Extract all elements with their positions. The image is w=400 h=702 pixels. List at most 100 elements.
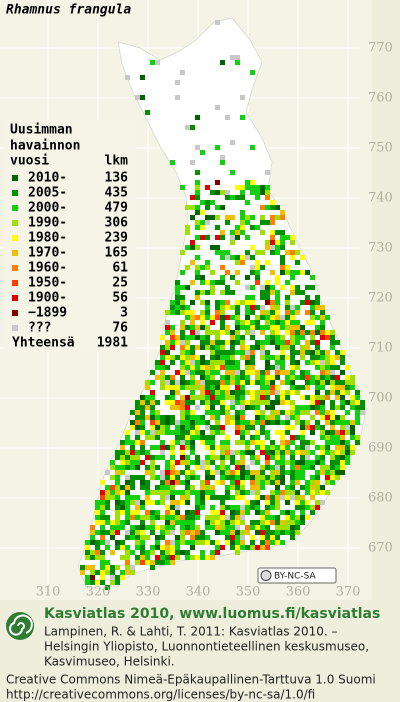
occurrence-square (280, 365, 285, 370)
occurrence-square (240, 350, 245, 355)
occurrence-square (235, 425, 240, 430)
occurrence-square (130, 510, 135, 515)
occurrence-square (150, 465, 155, 470)
occurrence-square (240, 370, 245, 375)
occurrence-square (200, 550, 205, 555)
occurrence-square (190, 530, 195, 535)
occurrence-square (170, 420, 175, 425)
occurrence-square (125, 530, 130, 535)
occurrence-square (295, 530, 300, 535)
occurrence-square (125, 495, 130, 500)
occurrence-square (280, 240, 285, 245)
occurrence-square (335, 445, 340, 450)
occurrence-square (165, 480, 170, 485)
occurrence-square (330, 475, 335, 480)
occurrence-square (260, 385, 265, 390)
occurrence-square (300, 430, 305, 435)
occurrence-square (225, 190, 230, 195)
occurrence-square (350, 375, 355, 380)
occurrence-square (180, 530, 185, 535)
occurrence-square (245, 300, 250, 305)
occurrence-square (240, 425, 245, 430)
occurrence-square (315, 395, 320, 400)
occurrence-square (185, 315, 190, 320)
occurrence-square (255, 470, 260, 475)
occurrence-square (160, 380, 165, 385)
occurrence-square (135, 545, 140, 550)
occurrence-square (230, 415, 235, 420)
occurrence-square (260, 470, 265, 475)
occurrence-square (135, 440, 140, 445)
occurrence-square (115, 510, 120, 515)
occurrence-square (200, 490, 205, 495)
occurrence-square (265, 515, 270, 520)
occurrence-square (105, 585, 110, 590)
occurrence-square (290, 485, 295, 490)
occurrence-square (180, 335, 185, 340)
occurrence-square (270, 290, 275, 295)
occurrence-square (90, 580, 95, 585)
occurrence-square (190, 370, 195, 375)
occurrence-square (175, 540, 180, 545)
occurrence-square (300, 485, 305, 490)
legend-label: 1960- (28, 261, 67, 276)
occurrence-square (300, 405, 305, 410)
legend-swatch (12, 265, 18, 271)
occurrence-square (175, 555, 180, 560)
y-coordinate-label: 670 (368, 541, 393, 556)
occurrence-square (260, 330, 265, 335)
occurrence-square (240, 325, 245, 330)
occurrence-square (265, 435, 270, 440)
occurrence-square (175, 280, 180, 285)
occurrence-square (345, 410, 350, 415)
occurrence-square (190, 540, 195, 545)
occurrence-square (290, 270, 295, 275)
occurrence-square (310, 380, 315, 385)
occurrence-square (170, 560, 175, 565)
occurrence-square (220, 365, 225, 370)
occurrence-square (290, 365, 295, 370)
occurrence-square (245, 315, 250, 320)
occurrence-square (180, 445, 185, 450)
occurrence-square (300, 450, 305, 455)
occurrence-square (115, 530, 120, 535)
occurrence-square (250, 460, 255, 465)
x-coordinate-label: 370 (336, 585, 361, 600)
occurrence-square (175, 475, 180, 480)
occurrence-square (285, 415, 290, 420)
occurrence-square (170, 470, 175, 475)
occurrence-square (140, 420, 145, 425)
occurrence-square (240, 400, 245, 405)
occurrence-square (175, 370, 180, 375)
occurrence-square (205, 440, 210, 445)
x-coordinate-label: 340 (186, 585, 211, 600)
occurrence-square (160, 355, 165, 360)
occurrence-square (255, 390, 260, 395)
occurrence-square (200, 380, 205, 385)
occurrence-square (275, 300, 280, 305)
occurrence-square (290, 305, 295, 310)
occurrence-square (190, 475, 195, 480)
occurrence-square (195, 435, 200, 440)
occurrence-square (290, 455, 295, 460)
occurrence-square (320, 305, 325, 310)
occurrence-square (205, 300, 210, 305)
legend-count: 3 (120, 306, 128, 321)
occurrence-square (290, 360, 295, 365)
occurrence-square (120, 540, 125, 545)
occurrence-square (230, 525, 235, 530)
occurrence-square (335, 430, 340, 435)
occurrence-square (200, 335, 205, 340)
occurrence-square (255, 405, 260, 410)
occurrence-square (260, 440, 265, 445)
occurrence-square (120, 525, 125, 530)
occurrence-square (140, 555, 145, 560)
occurrence-square (255, 225, 260, 230)
occurrence-square (290, 470, 295, 475)
occurrence-square (210, 495, 215, 500)
occurrence-square (170, 545, 175, 550)
occurrence-square (265, 500, 270, 505)
occurrence-square (145, 110, 150, 115)
occurrence-square (225, 350, 230, 355)
occurrence-square (260, 290, 265, 295)
